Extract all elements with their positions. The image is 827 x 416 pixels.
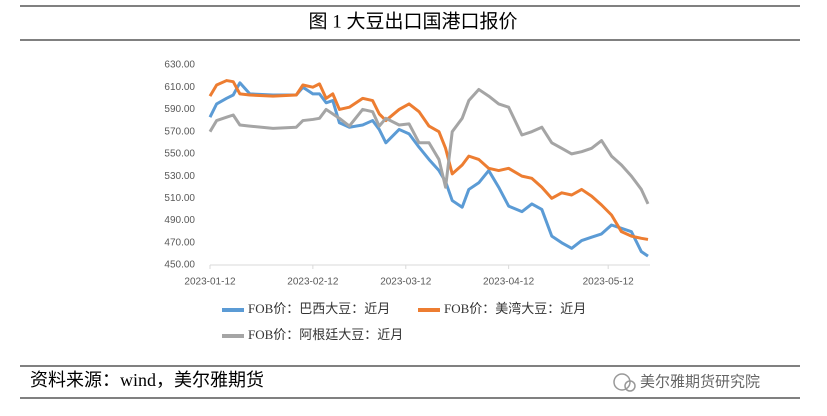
y-tick-label: 490.00 (164, 215, 195, 226)
y-tick-label: 450.00 (164, 260, 195, 271)
y-tick-label: 550.00 (164, 149, 195, 160)
y-tick-label: 630.00 (164, 60, 195, 71)
watermark-icon (624, 380, 636, 392)
y-tick-label: 510.00 (164, 193, 195, 204)
x-tick-label: 2023-01-12 (184, 277, 236, 288)
legend-label: FOB价：巴西大豆：近月 (248, 301, 390, 316)
chart-title: 图 1 大豆出口国港口报价 (308, 10, 517, 32)
legend-label: FOB价：美湾大豆：近月 (444, 301, 586, 316)
x-tick-label: 2023-02-12 (287, 277, 339, 288)
legend-label: FOB价：阿根廷大豆：近月 (248, 327, 403, 342)
series-line (208, 81, 649, 258)
x-tick-label: 2023-03-12 (380, 277, 432, 288)
y-tick-label: 470.00 (164, 237, 195, 248)
y-tick-label: 610.00 (164, 82, 195, 93)
source: 资料来源：wind，美尔雅期货 (30, 370, 264, 390)
y-tick-label: 590.00 (164, 104, 195, 115)
series-line (208, 79, 649, 241)
y-tick-label: 530.00 (164, 171, 195, 182)
watermark: 美尔雅期货研究院 (640, 373, 760, 391)
series-line (208, 87, 650, 205)
x-tick-label: 2023-04-12 (483, 277, 535, 288)
x-tick-label: 2023-05-12 (583, 277, 635, 288)
watermark-icon (613, 373, 631, 391)
y-tick-label: 570.00 (164, 126, 195, 137)
